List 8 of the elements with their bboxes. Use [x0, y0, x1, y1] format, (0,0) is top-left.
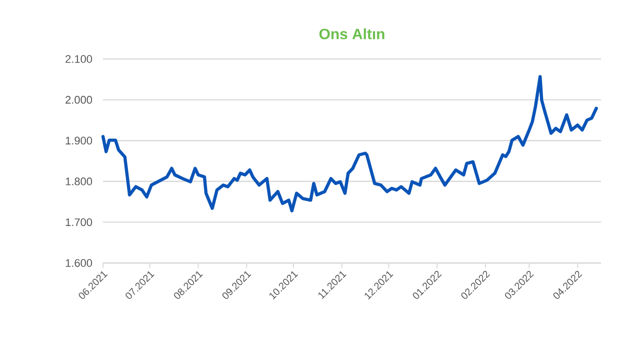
line-series	[101, 74, 598, 212]
y-tick-label: 2.100	[66, 55, 92, 63]
y-tick-label: 1.600	[66, 259, 92, 267]
y-tick-label: 1.800	[66, 178, 92, 186]
chart-title: Ons Altın	[319, 28, 384, 40]
y-tick-label: 1.900	[66, 136, 92, 144]
y-tick-label: 2.000	[66, 96, 92, 104]
y-tick-label: 1.700	[66, 218, 92, 226]
